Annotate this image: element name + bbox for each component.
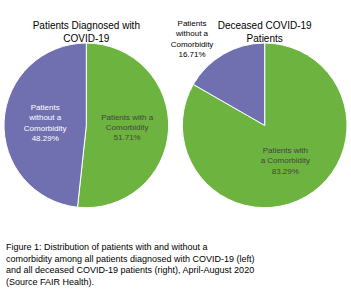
- svg-text:Deceased COVID-19Patients: Deceased COVID-19Patients: [218, 20, 312, 44]
- svg-text:Patients with aComorbidity51.7: Patients with aComorbidity51.71%: [101, 113, 154, 143]
- svg-text:Patients witha Comorbidity83.2: Patients witha Comorbidity83.29%: [261, 146, 310, 176]
- svg-text:Patients Diagnosed withCOVID-1: Patients Diagnosed withCOVID-19: [33, 20, 140, 44]
- svg-text:Figure 1: Distribution of pati: Figure 1: Distribution of patients with …: [6, 242, 255, 287]
- svg-text:Patientswithout aComorbidity16: Patientswithout aComorbidity16.71%: [171, 19, 214, 59]
- svg-text:Patientswithout aComorbidity48: Patientswithout aComorbidity48.29%: [24, 103, 67, 143]
